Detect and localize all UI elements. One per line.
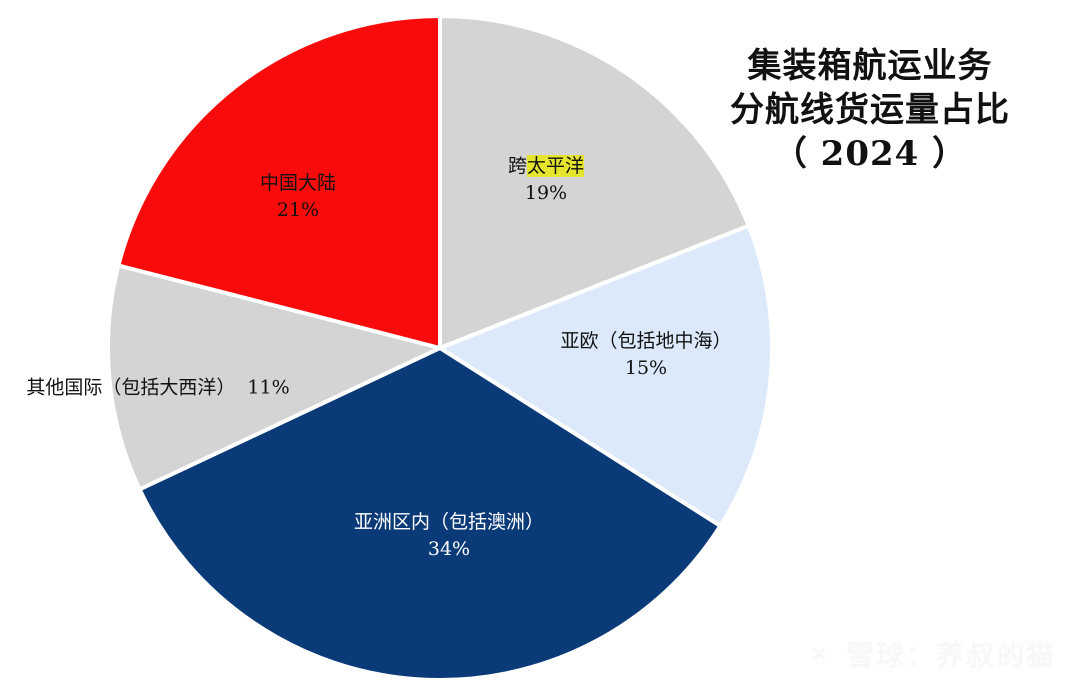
slice-name-other-intl: 其他国际（包括大西洋） bbox=[26, 376, 236, 399]
slice-percent-intra-asia: 34% bbox=[427, 538, 471, 560]
highlighted-text: 太平洋 bbox=[527, 155, 585, 177]
slice-label-transpacific: 跨太平洋 19% bbox=[507, 153, 585, 207]
slice-label-asia-europe: 亚欧（包括地中海） 15% bbox=[560, 328, 731, 382]
title-line-1: 集装箱航运业务 bbox=[747, 46, 993, 86]
pie-slice-transpacific bbox=[438, 14, 751, 350]
title-line-2: 分航线货运量占比 bbox=[730, 90, 1010, 130]
slice-percent-china-mainland: 21% bbox=[276, 199, 320, 221]
pie-slice-other-intl bbox=[106, 263, 442, 492]
slice-label-other-intl: 其他国际（包括大西洋） 11% bbox=[26, 375, 289, 402]
watermark: ✕ 雪球：养叔的猫 bbox=[801, 634, 1056, 674]
slice-name-transpacific: 跨太平洋 bbox=[507, 155, 585, 177]
slice-name-intra-asia: 亚洲区内（包括澳洲） bbox=[353, 511, 545, 533]
title-line-3: （ 2024 ） bbox=[772, 134, 968, 174]
watermark-text: 雪球：养叔的猫 bbox=[845, 639, 1056, 672]
slice-name-china-mainland: 中国大陆 bbox=[259, 172, 337, 194]
slice-name-asia-europe: 亚欧（包括地中海） bbox=[560, 330, 732, 352]
pie-slice-china-mainland bbox=[116, 14, 442, 350]
slice-label-intra-asia: 亚洲区内（包括澳洲） 34% bbox=[354, 509, 544, 563]
pie-slice-intra-asia bbox=[137, 346, 723, 682]
xueqiu-logo-icon: ✕ bbox=[801, 636, 838, 672]
pie-slice-asia-europe bbox=[438, 223, 774, 528]
slice-percent-transpacific: 19% bbox=[524, 182, 568, 204]
slice-percent-other-intl: 11% bbox=[247, 376, 290, 399]
chart-title: 集装箱航运业务 分航线货运量占比 （ 2024 ） bbox=[700, 44, 1040, 176]
slice-percent-asia-europe: 15% bbox=[624, 357, 668, 379]
slice-label-china-mainland: 中国大陆 21% bbox=[260, 170, 336, 224]
